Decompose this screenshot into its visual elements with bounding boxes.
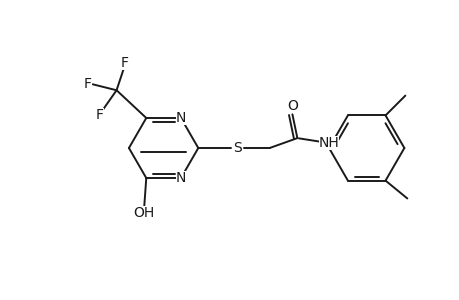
Text: OH: OH: [134, 206, 155, 220]
Text: F: F: [95, 108, 103, 122]
Text: N: N: [175, 111, 186, 125]
Text: F: F: [84, 77, 92, 91]
Text: S: S: [233, 141, 242, 155]
Text: O: O: [286, 99, 297, 113]
Text: NH: NH: [318, 136, 339, 150]
Text: F: F: [120, 56, 128, 70]
Text: N: N: [175, 171, 186, 185]
